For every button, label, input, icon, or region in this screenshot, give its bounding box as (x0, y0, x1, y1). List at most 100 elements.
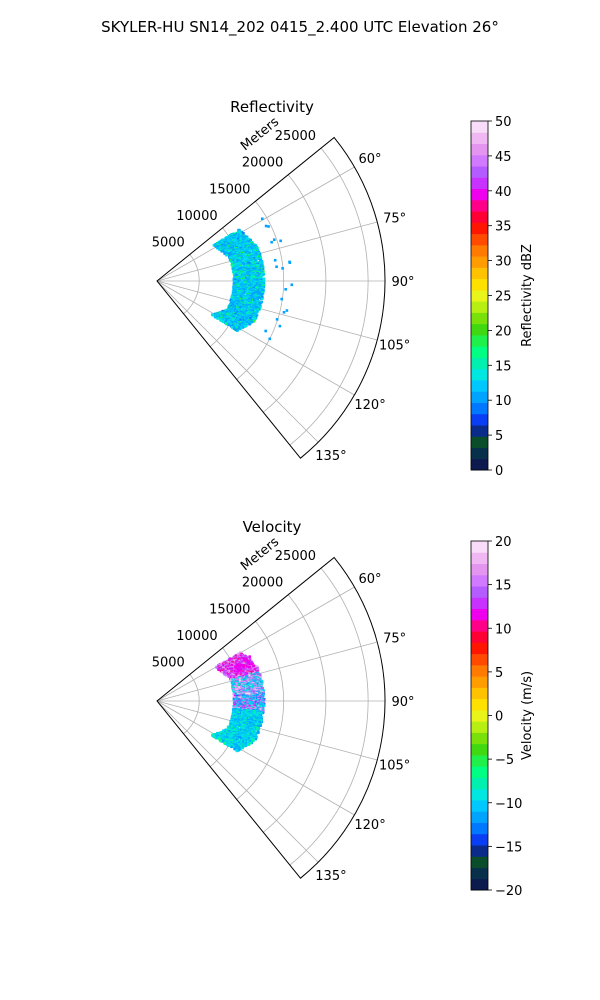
echo-gate (244, 734, 247, 738)
echo-gate (215, 245, 218, 249)
echo-gate (259, 257, 263, 261)
colorbar-swatch (471, 458, 488, 471)
echo-gate (223, 252, 227, 256)
echo-gate (234, 265, 237, 269)
colorbar-swatch (471, 289, 488, 302)
echo-gate (224, 309, 227, 312)
colorbar-swatch (471, 233, 488, 246)
echo-gate (248, 278, 251, 281)
echo-gate (234, 250, 237, 254)
echo-gate (240, 319, 244, 323)
echo-gate (237, 238, 240, 241)
echo-gate (246, 678, 250, 682)
echo-gate (256, 683, 260, 686)
echo-gate (252, 683, 255, 687)
echo-gate (242, 318, 246, 322)
echo-gate (260, 686, 264, 690)
echo-gate (239, 294, 242, 298)
echo-gate (251, 267, 255, 271)
azimuth-gridline-105 (156, 280, 378, 341)
echo-gate (249, 302, 253, 306)
echo-gate (239, 310, 243, 314)
range-ring-5000 (183, 674, 200, 735)
range-ring-15000 (236, 201, 284, 380)
range-tick-label: 20000 (242, 156, 283, 171)
echo-gate (255, 702, 259, 705)
azimuth-gridline-60 (156, 166, 355, 282)
colorbar-swatch (471, 199, 488, 212)
echo-gate (237, 294, 241, 297)
echo-gate (252, 301, 256, 304)
colorbar-tick-label: 20 (495, 324, 512, 339)
azimuth-tick-label: 105° (379, 339, 410, 354)
colorbar-swatch (471, 211, 488, 223)
echo-gate (261, 707, 265, 710)
echo-gate (251, 259, 255, 263)
echo-gate (251, 739, 254, 742)
echo-gate (261, 267, 265, 271)
echo-gate (258, 678, 262, 681)
echo-gate (260, 261, 264, 265)
echo-gate (245, 316, 249, 320)
echo-gate (248, 682, 251, 685)
echo-gate (243, 678, 246, 682)
echo-gate (281, 267, 284, 270)
echo-gate (255, 294, 259, 298)
echo-gate (228, 675, 231, 678)
echo-gate (256, 257, 259, 261)
echo-gate (256, 728, 259, 731)
echo-gate (260, 707, 263, 711)
echo-gate (238, 318, 242, 322)
echo-gate (240, 262, 244, 265)
echo-gate (239, 267, 243, 270)
echo-gate (260, 283, 264, 286)
echo-gate (229, 254, 233, 257)
echo-gate (225, 243, 228, 246)
echo-gate (262, 277, 266, 281)
echo-gate (252, 701, 255, 705)
echo-gate (250, 679, 253, 682)
colorbar-tick-label: 10 (495, 394, 512, 409)
echo-gate (232, 268, 235, 271)
echo-gate (254, 737, 257, 741)
echo-gate (228, 670, 232, 673)
echo-gate (257, 290, 261, 294)
echo-gate (244, 245, 247, 249)
echo-gate (235, 696, 239, 700)
echo-gate (253, 259, 257, 262)
echo-gate (218, 248, 221, 251)
echo-gate (234, 655, 238, 659)
echo-gate (255, 278, 259, 282)
colorbar-swatch (471, 154, 488, 167)
range-tick-label: 25000 (275, 129, 316, 144)
echo-gate (243, 729, 246, 732)
echo-gate (240, 706, 244, 709)
echo-gate (232, 690, 236, 694)
echo-gate (242, 265, 246, 269)
colorbar-swatch (471, 436, 488, 448)
echo-gate (268, 337, 272, 341)
echo-gate (262, 282, 266, 286)
echo-gate (290, 283, 294, 287)
echo-gate (254, 311, 258, 314)
echo-gate (235, 299, 239, 303)
echo-gate (242, 296, 245, 300)
echo-gate (242, 717, 246, 721)
echo-gate (253, 267, 256, 271)
echo-gate (254, 716, 258, 719)
colorbar-swatch (471, 267, 488, 280)
echo-gate (240, 718, 244, 722)
colorbar-swatch (471, 424, 488, 437)
echo-gate (229, 237, 233, 241)
echo-gate (258, 680, 262, 684)
echo-gate (238, 322, 242, 326)
echo-gate (245, 717, 249, 720)
echo-gate (242, 251, 245, 255)
echo-gate (247, 305, 250, 309)
echo-gate (252, 722, 256, 726)
echo-gate (288, 261, 292, 264)
echo-gate (254, 314, 258, 318)
echo-gate (249, 270, 252, 273)
echo-gate (248, 249, 252, 253)
echo-gate (260, 297, 264, 301)
